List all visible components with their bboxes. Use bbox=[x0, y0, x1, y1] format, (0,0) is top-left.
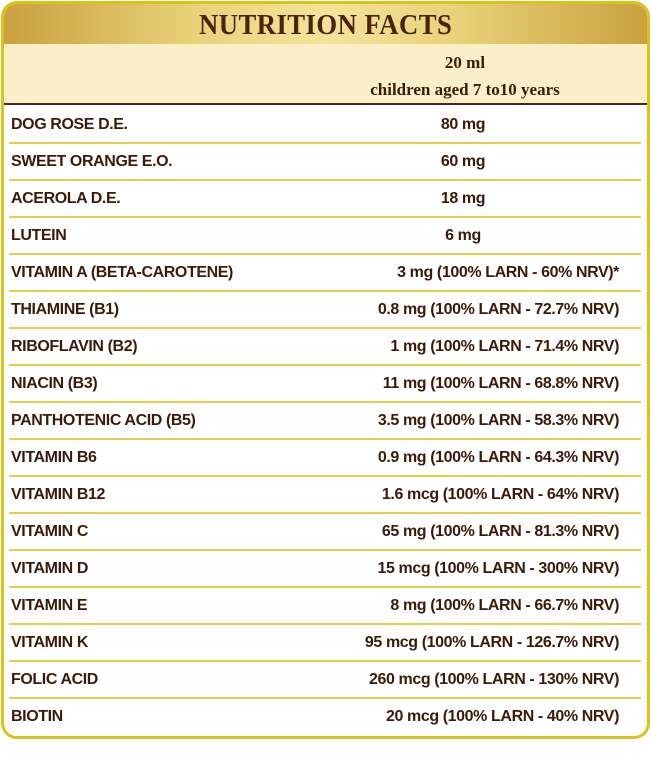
table-header: NUTRITION FACTS bbox=[4, 4, 647, 44]
nutrient-value: 0.8 mg (100% LARN - 72.7% NRV) bbox=[377, 301, 620, 318]
nutrient-name: VITAMIN B6 bbox=[11, 449, 97, 466]
table-row: VITAMIN E 8 mg (100% LARN - 66.7% NRV) bbox=[9, 588, 641, 625]
table-title: NUTRITION FACTS bbox=[198, 9, 453, 41]
nutrient-name: VITAMIN D bbox=[11, 560, 88, 577]
table-row: ACEROLA D.E. 18 mg bbox=[9, 181, 641, 218]
table-row: DOG ROSE D.E. 80 mg bbox=[9, 107, 641, 144]
nutrient-value: 1.6 mcg (100% LARN - 64% NRV) bbox=[381, 486, 619, 503]
table-row: RIBOFLAVIN (B2) 1 mg (100% LARN - 71.4% N… bbox=[9, 329, 641, 366]
nutrient-name: ACEROLA D.E. bbox=[11, 190, 121, 207]
table-row: VITAMIN K 95 mcg (100% LARN - 126.7% NRV) bbox=[9, 625, 641, 662]
nutrient-value: 260 mcg (100% LARN - 130% NRV) bbox=[368, 671, 619, 688]
table-row: FOLIC ACID 260 mcg (100% LARN - 130% NRV) bbox=[9, 662, 641, 699]
nutrient-name: VITAMIN K bbox=[11, 634, 88, 651]
nutrient-name: NIACIN (B3) bbox=[11, 375, 98, 392]
nutrient-name: LUTEIN bbox=[11, 227, 67, 244]
table-row: THIAMINE (B1) 0.8 mg (100% LARN - 72.7% N… bbox=[9, 292, 641, 329]
table-row: PANTHOTENIC ACID (B5) 3.5 mg (100% LARN -… bbox=[9, 403, 641, 440]
nutrient-value: 0.9 mg (100% LARN - 64.3% NRV) bbox=[377, 449, 620, 466]
nutrient-value: 60 mg bbox=[440, 153, 486, 170]
nutrient-value: 20 mcg (100% LARN - 40% NRV) bbox=[385, 708, 619, 725]
nutrient-name: PANTHOTENIC ACID (B5) bbox=[11, 412, 196, 429]
table-row: VITAMIN B12 1.6 mcg (100% LARN - 64% NRV) bbox=[9, 477, 641, 514]
table-row: SWEET ORANGE E.O. 60 mg bbox=[9, 144, 641, 181]
nutrient-name: VITAMIN A (BETA-CAROTENE) bbox=[11, 264, 233, 281]
table-row: VITAMIN B6 0.9 mg (100% LARN - 64.3% NRV) bbox=[9, 440, 641, 477]
nutrient-name: SWEET ORANGE E.O. bbox=[11, 153, 173, 170]
nutrient-name: VITAMIN E bbox=[11, 597, 88, 614]
table-row: VITAMIN A (BETA-CAROTENE) 3 mg (100% LARN… bbox=[9, 255, 641, 292]
nutrient-name: VITAMIN C bbox=[11, 523, 88, 540]
nutrient-value: 18 mg bbox=[440, 190, 486, 207]
table-row: VITAMIN D 15 mcg (100% LARN - 300% NRV) bbox=[9, 551, 641, 588]
table-row: BIOTIN 20 mcg (100% LARN - 40% NRV) bbox=[9, 699, 641, 734]
nutrient-name: DOG ROSE D.E. bbox=[11, 116, 128, 133]
nutrient-value: 95 mcg (100% LARN - 126.7% NRV) bbox=[364, 634, 619, 651]
nutrient-name: BIOTIN bbox=[11, 708, 63, 725]
nutrient-value: 80 mg bbox=[440, 116, 486, 133]
nutrient-value: 1 mg (100% LARN - 71.4% NRV) bbox=[390, 338, 619, 355]
nutrient-value: 11 mg (100% LARN - 68.8% NRV) bbox=[382, 375, 620, 392]
serving-amount: 20 ml bbox=[444, 53, 486, 72]
serving-header: 20 ml children aged 7 to10 years bbox=[4, 44, 647, 105]
nutrient-rows: DOG ROSE D.E. 80 mg SWEET ORANGE E.O. 60 mg… bbox=[9, 107, 641, 734]
nutrient-value: 3 mg (100% LARN - 60% NRV)* bbox=[397, 264, 619, 281]
nutrient-value: 8 mg (100% LARN - 66.7% NRV) bbox=[390, 597, 619, 614]
table-row: NIACIN (B3) 11 mg (100% LARN - 68.8% NRV) bbox=[9, 366, 641, 403]
serving-audience: children aged 7 to10 years bbox=[370, 80, 560, 99]
nutrition-facts-table: NUTRITION FACTS 20 ml children aged 7 to… bbox=[1, 1, 650, 739]
nutrient-value: 65 mg (100% LARN - 81.3% NRV) bbox=[381, 523, 619, 540]
nutrient-name: THIAMINE (B1) bbox=[11, 301, 119, 318]
nutrient-name: FOLIC ACID bbox=[11, 671, 98, 688]
table-row: VITAMIN C 65 mg (100% LARN - 81.3% NRV) bbox=[9, 514, 641, 551]
nutrient-value: 6 mg bbox=[445, 227, 481, 244]
nutrient-name: VITAMIN B12 bbox=[11, 486, 105, 503]
nutrient-name: RIBOFLAVIN (B2) bbox=[11, 338, 138, 355]
nutrient-value: 3.5 mg (100% LARN - 58.3% NRV) bbox=[377, 412, 620, 429]
table-row: LUTEIN 6 mg bbox=[9, 218, 641, 255]
nutrient-value: 15 mcg (100% LARN - 300% NRV) bbox=[377, 560, 619, 577]
